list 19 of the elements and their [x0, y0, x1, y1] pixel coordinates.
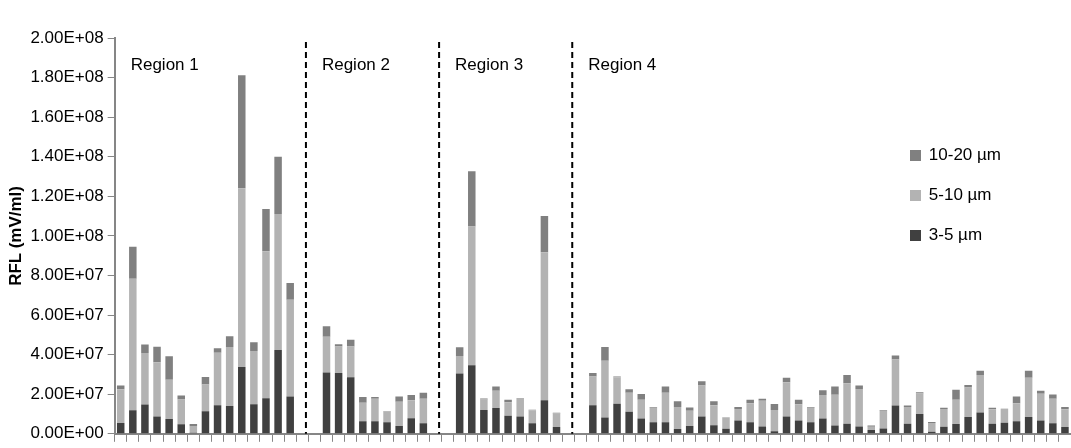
annotation: Region 2 [321, 54, 390, 74]
y-tick-label: 1.20E+08 [30, 186, 104, 206]
y-tick-label: 1.00E+08 [30, 225, 104, 245]
y-tick-label: 1.80E+08 [30, 67, 104, 87]
y-tick-label: 1.60E+08 [30, 106, 104, 126]
y-tick-label: 2.00E+07 [30, 383, 104, 403]
y-tick-label: 6.00E+07 [30, 304, 104, 324]
y-tick-label: 2.00E+08 [30, 27, 104, 47]
y-tick-label: 4.00E+07 [30, 344, 104, 364]
y-tick-label: 8.00E+07 [30, 265, 104, 285]
legend-label: 3-5 µm [928, 225, 983, 245]
y-tick-label: 1.40E+08 [30, 146, 104, 166]
annotation: Region 1 [130, 54, 199, 74]
annotation: Region 4 [588, 54, 657, 74]
annotation: Region 3 [455, 54, 524, 74]
legend-label: 5-10 µm [928, 185, 992, 205]
y-tick-label: 0.00E+00 [30, 423, 104, 443]
y-axis-title: RFL (mV/ml) [5, 185, 25, 286]
legend-label: 10-20 µm [928, 145, 1001, 165]
